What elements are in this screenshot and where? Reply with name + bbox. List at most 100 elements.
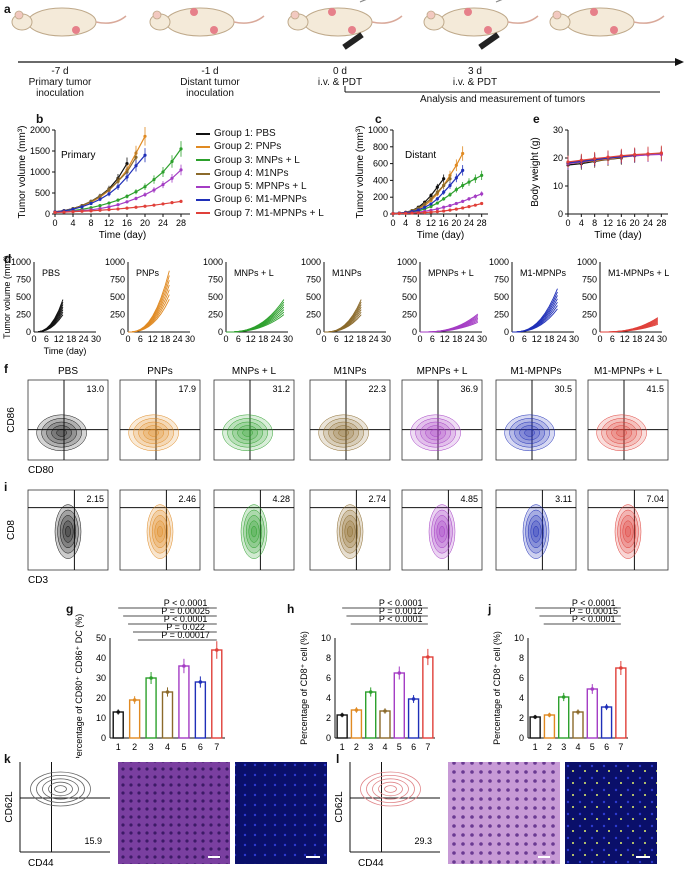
data-point [107, 192, 111, 196]
density-contour [149, 509, 171, 554]
chart-title: M1NPs [332, 268, 362, 278]
density-contour [138, 421, 169, 444]
density-contour [227, 418, 268, 448]
p-value: P < 0.0001 [572, 614, 616, 624]
histology-image [448, 762, 560, 864]
x-tick-label: 0 [509, 334, 514, 344]
x-tick-label: 24 [645, 334, 655, 344]
data-point [547, 713, 552, 717]
x-tick-label: 24 [271, 334, 281, 344]
y-tick-label: 1000 [368, 125, 388, 135]
data-point [89, 209, 93, 213]
x-axis-title: Time (day) [99, 230, 146, 241]
x-tick-label: 7 [618, 742, 623, 752]
x-tick-label: 20 [630, 218, 640, 228]
legend-label: Group 2: PNPs [214, 141, 282, 153]
data-point [454, 176, 458, 180]
data-point [435, 207, 439, 211]
legend-item: Group 1: PBS [196, 127, 324, 140]
plot-title: PBS [58, 366, 78, 377]
mouse-illustration [423, 0, 539, 50]
laser-device [342, 32, 364, 50]
density-contour [146, 504, 174, 559]
density-contour [62, 520, 74, 543]
plot-title: M1NPs [334, 366, 367, 377]
x-tick-label: 4 [165, 742, 170, 752]
series-line [54, 156, 137, 213]
y-tick-label: 8 [519, 653, 524, 663]
x-tick-label: 20 [451, 218, 461, 228]
density-contour [51, 425, 72, 441]
x-tick-label: 30 [185, 334, 195, 344]
x-tick-label: 6 [411, 742, 416, 752]
x-tick-label: 28 [176, 218, 186, 228]
data-point [182, 664, 186, 668]
x-tick-label: 0 [597, 334, 602, 344]
x-tick-label: 24 [465, 334, 475, 344]
y-tick-label: 10 [96, 713, 106, 723]
data-point [80, 209, 84, 213]
y-tick-label: 250 [110, 310, 125, 320]
data-point [461, 206, 465, 210]
density-contour [336, 504, 364, 559]
density-contour [384, 785, 397, 793]
data-point [170, 201, 174, 205]
legend-item: Group 2: PNPs [196, 140, 324, 153]
density-contour [433, 515, 451, 549]
bar [543, 714, 556, 739]
density-contour [30, 771, 91, 807]
x-tick-label: 6 [198, 742, 203, 752]
x-tick-label: 12 [620, 334, 630, 344]
data-point [423, 210, 427, 215]
x-tick-label: 30 [477, 334, 487, 344]
x-tick-label: 8 [88, 218, 93, 228]
y-tick-label: 1000 [203, 257, 223, 267]
bar [572, 711, 584, 739]
density-contour [318, 414, 369, 452]
quadrant-value: 29.3 [414, 836, 432, 846]
y-tick-label: 750 [110, 275, 125, 285]
density-contour [525, 509, 547, 554]
x-tick-label: 12 [246, 334, 256, 344]
individual-curve [127, 270, 170, 333]
panel-label-c: c [375, 112, 382, 126]
legend-swatch [196, 172, 210, 175]
quadrant-value: 30.5 [554, 384, 572, 394]
chart-title: PBS [42, 268, 60, 278]
p-value: P = 0.0012 [379, 606, 423, 616]
density-contour [245, 515, 263, 549]
data-point [98, 197, 102, 201]
data-point [461, 151, 465, 156]
data-point [423, 202, 427, 206]
density-contour [522, 504, 550, 559]
data-point [134, 196, 138, 201]
data-point [107, 201, 111, 205]
density-contour [360, 771, 421, 807]
x-tick-label: 18 [66, 334, 76, 344]
panel-label-i: i [4, 480, 8, 494]
panel-label-h: h [287, 602, 295, 616]
y-tick-label: 10 [514, 633, 524, 643]
density-contour [157, 525, 163, 538]
data-point [467, 180, 471, 184]
density-contour [339, 509, 361, 554]
legend-item: Group 3: MNPs + L [196, 154, 324, 167]
density-contour [617, 509, 639, 554]
chart-title: M1-MPNPs [520, 268, 567, 278]
x-tick-label: 7 [425, 742, 430, 752]
legend-swatch [196, 145, 210, 148]
y-tick-label: 0 [592, 327, 597, 337]
quadrant-value: 2.46 [178, 494, 196, 504]
scale-bar [636, 856, 650, 858]
legend-swatch [196, 132, 210, 135]
y-tick-label: 250 [306, 310, 321, 320]
density-contour [366, 774, 415, 804]
panel-label-b: b [36, 112, 44, 126]
data-point [619, 666, 623, 670]
x-tick-label: 18 [452, 334, 462, 344]
y-tick-label: 20 [96, 693, 106, 703]
quadrant-value: 13.0 [86, 384, 104, 394]
